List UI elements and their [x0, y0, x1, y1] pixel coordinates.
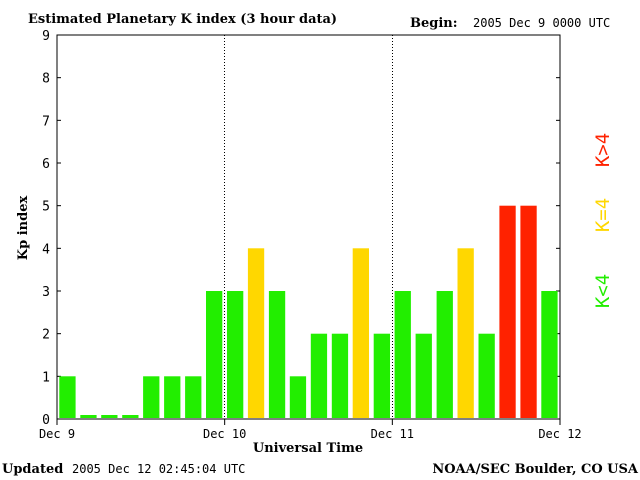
kp-bar [478, 333, 495, 418]
y-tick-label: 3 [42, 285, 50, 300]
y-tick-label: 0 [42, 413, 50, 428]
y-axis-label: Kp index [16, 196, 31, 261]
kp-bar [268, 291, 286, 418]
kp-bar [541, 291, 558, 418]
kp-bar [436, 291, 453, 418]
begin-value: 2005 Dec 9 0000 UTC [473, 16, 610, 30]
begin-label: Begin: [410, 16, 458, 31]
kp-bar [101, 415, 118, 418]
y-tick-label: 6 [42, 157, 50, 172]
y-tick-label: 2 [42, 328, 50, 343]
plot-frame [56, 34, 561, 420]
x-axis-label: Universal Time [253, 441, 363, 456]
kp-bar [80, 415, 97, 418]
x-axis-ticks: Dec 9 Dec 10 Dec 11 Dec 12 [39, 419, 582, 441]
updated-value: 2005 Dec 12 02:45:04 UTC [72, 462, 245, 476]
source-credit: NOAA/SEC Boulder, CO USA [432, 462, 639, 477]
kp-bar [457, 248, 474, 418]
kp-bar [122, 415, 139, 418]
legend-low: K<4 [592, 274, 614, 308]
kp-bar [331, 333, 349, 418]
kp-bar [247, 248, 265, 418]
legend-equal: K=4 [592, 198, 614, 232]
x-tick-label: Dec 11 [371, 427, 414, 441]
kp-bar [310, 333, 328, 418]
y-tick-label: 1 [42, 370, 50, 385]
kp-bar [394, 291, 411, 418]
kp-bar [289, 376, 307, 418]
kp-bar [520, 205, 537, 418]
kp-bar [373, 333, 390, 418]
updated-label: Updated [2, 462, 63, 477]
kp-bar [352, 248, 369, 418]
chart-title: Estimated Planetary K index (3 hour data… [28, 12, 337, 27]
x-tick-label: Dec 10 [203, 427, 246, 441]
kp-bar [59, 376, 76, 418]
legend-high: K>4 [592, 133, 614, 167]
kp-bar [164, 376, 181, 418]
kp-bar [227, 291, 244, 418]
y-tick-label: 4 [42, 242, 50, 257]
y-tick-label: 5 [42, 200, 50, 215]
x-tick-label: Dec 12 [538, 427, 581, 441]
kp-bar [206, 291, 223, 418]
y-axis-ticks: 0 1 2 3 4 5 6 7 8 9 [42, 29, 560, 428]
kp-bar [499, 205, 516, 418]
y-tick-label: 9 [42, 29, 50, 44]
x-tick-label: Dec 9 [39, 427, 75, 441]
kp-bar [415, 333, 432, 418]
y-tick-label: 8 [42, 72, 50, 87]
y-tick-label: 7 [42, 114, 50, 129]
kp-bar [185, 376, 202, 418]
bars-group [59, 205, 558, 418]
kp-bar [143, 376, 160, 418]
